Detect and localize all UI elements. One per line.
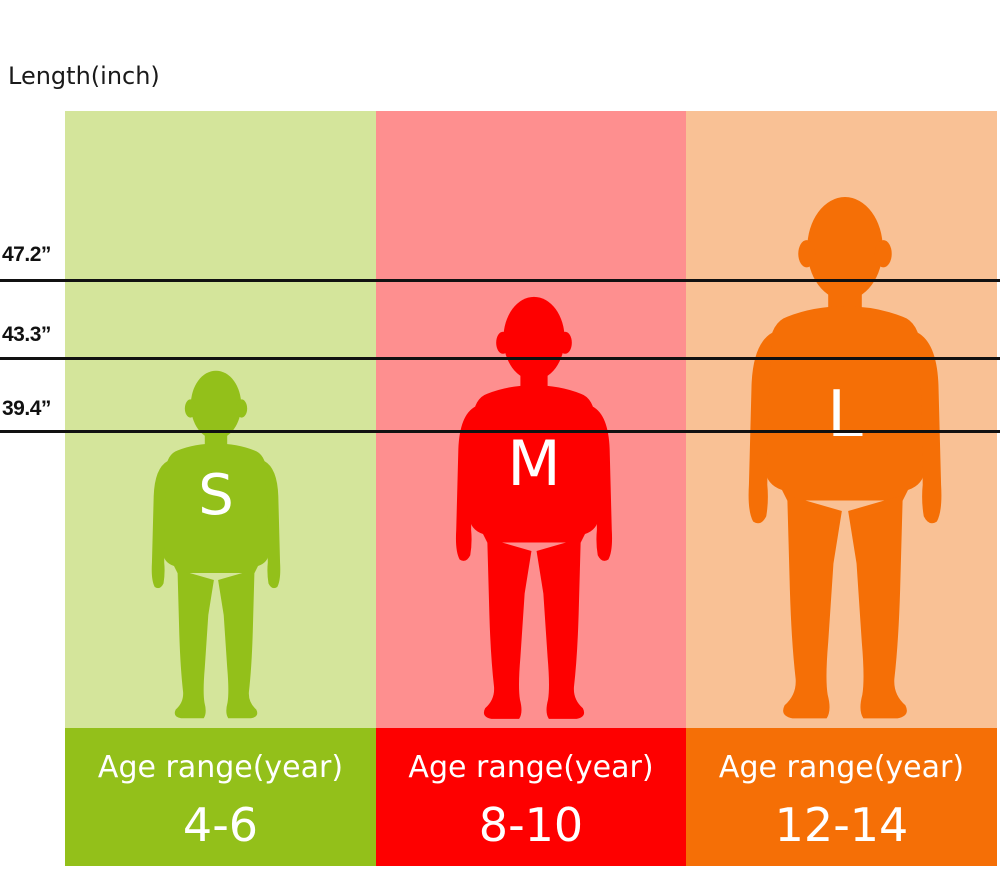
age-range-label: Age range(year) <box>408 750 654 785</box>
size-letter-m: M <box>507 427 561 500</box>
height-label-43-3: 43.3” <box>2 323 51 346</box>
height-line-43-3 <box>0 357 1000 360</box>
size-letter-l: L <box>827 378 863 452</box>
child-s-silhouette <box>151 370 281 719</box>
height-line-47-2 <box>0 279 1000 282</box>
age-range-label: Age range(year) <box>718 750 965 785</box>
axis-title: Length(inch) <box>8 62 160 90</box>
height-label-47-2: 47.2” <box>2 243 51 266</box>
age-range-value: 12-14 <box>774 798 909 852</box>
height-label-39-4: 39.4” <box>2 397 51 420</box>
size-l-footer: Age range(year) 12-14 <box>686 728 997 866</box>
child-l-silhouette <box>748 197 942 719</box>
age-range-value: 8-10 <box>478 798 584 852</box>
height-line-39-4 <box>0 430 1000 433</box>
size-letter-s: S <box>198 463 234 528</box>
size-m-footer: Age range(year) 8-10 <box>376 728 686 866</box>
size-s-footer: Age range(year) 4-6 <box>65 728 376 866</box>
child-m-silhouette <box>455 296 613 719</box>
age-range-label: Age range(year) <box>97 750 344 785</box>
age-range-value: 4-6 <box>182 798 259 852</box>
